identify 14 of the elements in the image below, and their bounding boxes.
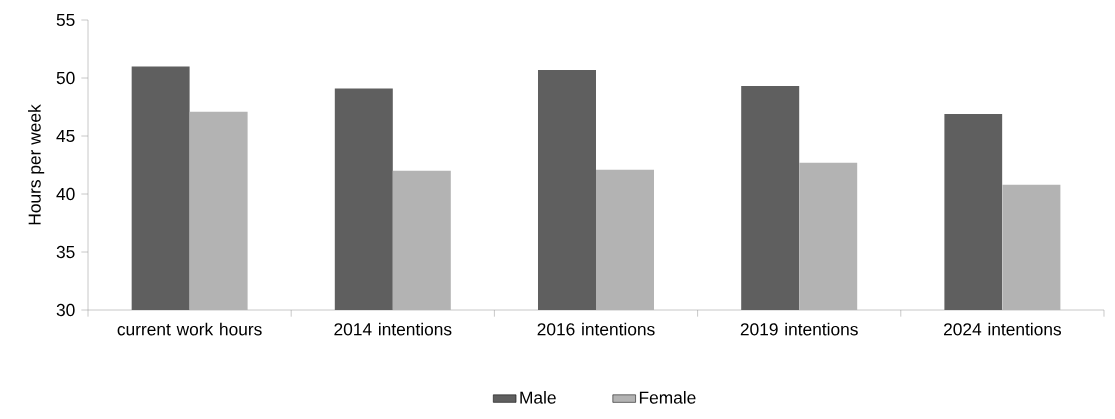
y-axis-title: Hours per week <box>28 104 45 225</box>
y-tick-label: 35 <box>56 245 75 259</box>
y-tick-label: 30 <box>56 303 75 317</box>
x-tick-label: 2014 intentions <box>334 322 452 336</box>
legend-label: Female <box>639 390 696 404</box>
x-tick-label: 2016 intentions <box>537 322 655 336</box>
y-tick-label: 45 <box>56 129 75 143</box>
x-tick-label: 2019 intentions <box>740 322 858 336</box>
y-tick-label: 50 <box>56 71 75 85</box>
y-tick-label: 55 <box>56 13 75 27</box>
legend-label: Male <box>520 390 556 404</box>
y-tick-label: 40 <box>56 187 75 201</box>
x-tick-label: current work hours <box>117 322 262 336</box>
x-tick-label: 2024 intentions <box>944 322 1062 336</box>
